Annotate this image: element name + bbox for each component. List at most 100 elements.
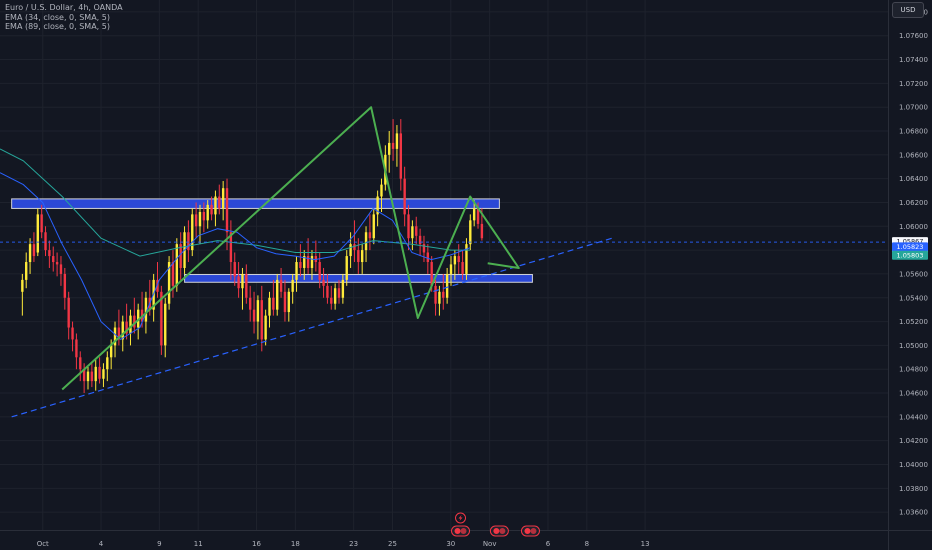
candle-body — [330, 297, 333, 304]
price-tag-bg — [892, 242, 928, 252]
candle-body — [121, 321, 124, 340]
candle — [438, 285, 441, 316]
time-tick-label: Nov — [483, 540, 497, 548]
candle-body — [360, 250, 364, 263]
event-icon-1[interactable] — [451, 525, 471, 537]
candle — [341, 273, 345, 304]
candle — [403, 166, 406, 227]
event-icon-2[interactable] — [489, 525, 509, 537]
candle — [461, 250, 464, 280]
price-tag-3: 1.05803 — [892, 250, 928, 260]
candle-body — [353, 244, 356, 251]
candle-body — [144, 297, 148, 322]
time-tick-label: Oct — [37, 540, 49, 548]
candle — [90, 363, 94, 388]
event-icon-3[interactable] — [520, 525, 540, 537]
candle-body — [469, 220, 472, 245]
candle-body — [233, 262, 236, 277]
time-axis: Oct 4 9 11 16 18 23 25 30 Nov 6 8 13 — [37, 540, 650, 548]
candle — [202, 202, 206, 233]
candle-body — [415, 226, 418, 236]
event-dot — [524, 528, 531, 534]
candle-body — [465, 244, 468, 274]
candle-body — [252, 309, 256, 322]
candle-body — [472, 208, 476, 221]
candle — [449, 256, 453, 286]
candle-body — [357, 250, 360, 263]
time-tick-label: 30 — [446, 540, 455, 548]
candle — [469, 214, 472, 251]
legend-ema34[interactable]: EMA (34, close, 0, SMA, 5) — [5, 12, 110, 22]
candle-body — [202, 212, 206, 221]
candle-body — [40, 214, 43, 233]
candle-body — [345, 256, 348, 280]
price-tick-label: 1.05000 — [899, 342, 928, 350]
lightning-icon[interactable] — [455, 512, 467, 524]
candle — [152, 273, 155, 322]
price-tick-label: 1.06400 — [899, 175, 928, 183]
candle — [79, 351, 82, 382]
price-tick-label: 1.07000 — [899, 104, 928, 112]
currency-button[interactable]: USD — [892, 2, 924, 18]
time-tick-label: 23 — [349, 540, 358, 548]
candle — [86, 366, 90, 390]
candle — [399, 119, 402, 191]
candle — [333, 283, 337, 310]
candle — [59, 256, 63, 286]
candle — [98, 357, 101, 384]
candle-body — [117, 327, 121, 340]
candle — [283, 279, 287, 322]
price-tick-label: 1.07200 — [899, 80, 928, 88]
candle — [21, 273, 24, 316]
candle-body — [63, 273, 67, 298]
candle — [241, 267, 244, 310]
candle-body — [368, 232, 372, 239]
candle-body — [453, 256, 457, 265]
candle-body — [283, 291, 287, 313]
candle-body — [156, 279, 159, 292]
candle — [71, 321, 74, 352]
legend-ema89[interactable]: EMA (89, close, 0, SMA, 5) — [5, 22, 110, 31]
candle-body — [341, 279, 345, 298]
candle-body — [480, 223, 484, 239]
time-tick-label: 13 — [641, 540, 650, 548]
candle — [291, 273, 294, 304]
candle — [63, 267, 67, 310]
lightning-bolt — [458, 515, 463, 521]
price-tag-value: 1.05803 — [897, 251, 924, 259]
price-tag-bg — [892, 250, 928, 260]
candle — [94, 359, 97, 391]
candle-body — [21, 279, 24, 292]
candle — [279, 267, 283, 298]
candle — [276, 273, 279, 316]
candles — [21, 119, 484, 394]
candle-body — [32, 244, 36, 257]
candle-body — [214, 196, 217, 215]
candle-body — [411, 226, 414, 239]
candle — [167, 256, 171, 310]
price-tick-label: 1.04800 — [899, 366, 928, 374]
price-tick-label: 1.05400 — [899, 294, 928, 302]
candle-body — [79, 357, 82, 370]
legend-symbol[interactable]: Euro / U.S. Dollar, 4h, OANDA — [5, 3, 123, 12]
candle-body — [426, 252, 430, 263]
candle-body — [272, 297, 275, 310]
time-tick-label: 8 — [585, 540, 589, 548]
candle — [264, 309, 267, 346]
candle — [175, 238, 179, 292]
candle — [345, 250, 348, 286]
candle — [248, 285, 252, 322]
candle-body — [71, 327, 74, 340]
candle — [287, 288, 291, 322]
candle — [137, 303, 140, 340]
candle — [295, 256, 298, 292]
candle — [445, 267, 449, 304]
candle-body — [86, 371, 90, 382]
candle — [164, 297, 167, 358]
candle — [210, 196, 213, 221]
candle-body — [434, 285, 437, 304]
candle — [218, 184, 221, 215]
